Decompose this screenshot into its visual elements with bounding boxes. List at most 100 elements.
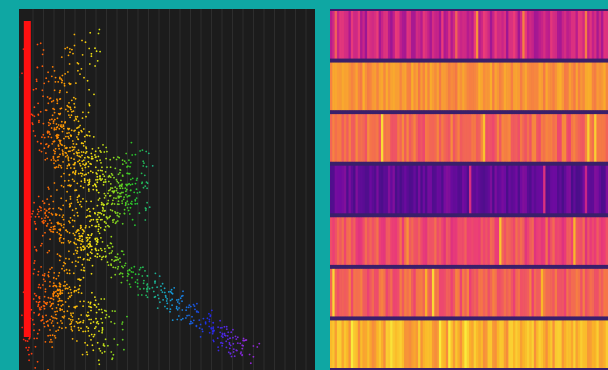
scatter-point xyxy=(117,182,120,184)
scatter-point xyxy=(139,288,141,290)
scatter-point xyxy=(100,249,103,252)
scatter-point xyxy=(101,210,104,212)
scatter-point xyxy=(35,300,38,303)
heatmap-cell xyxy=(580,165,583,214)
scatter-point xyxy=(67,159,70,162)
scatter-point xyxy=(71,329,74,332)
scatter-point xyxy=(66,190,68,193)
scatter-point xyxy=(96,204,99,207)
scatter-point xyxy=(62,186,65,188)
scatter-point xyxy=(131,177,134,180)
heatmap-cell xyxy=(552,268,556,317)
scatter-point xyxy=(95,317,97,320)
scatter-point xyxy=(76,182,79,185)
scatter-point xyxy=(79,239,81,242)
heatmap-cell xyxy=(334,217,338,265)
heatmap-cell xyxy=(406,11,410,59)
heatmap-cell xyxy=(598,62,602,111)
scatter-point xyxy=(101,218,103,221)
scatter-point xyxy=(21,314,23,317)
scatter-point xyxy=(50,127,53,129)
heatmap-cell xyxy=(503,320,507,368)
scatter-point xyxy=(136,192,139,194)
heatmap-cell xyxy=(519,114,523,162)
scatter-point xyxy=(76,230,79,233)
heatmap-cell xyxy=(383,217,386,265)
heatmap-cell xyxy=(492,62,495,111)
heatmap-cell xyxy=(420,268,423,317)
scatter-point xyxy=(50,338,52,341)
heatmap-cell xyxy=(469,217,472,265)
heatmap-cell xyxy=(480,11,484,59)
heatmap-cell xyxy=(390,62,393,111)
scatter-point xyxy=(99,247,102,250)
scatter-point xyxy=(68,82,71,85)
heatmap-cell xyxy=(369,62,372,111)
scatter-point xyxy=(47,136,50,138)
heatmap-cell xyxy=(563,62,567,111)
heatmap-cell xyxy=(489,217,493,265)
heatmap-cell xyxy=(431,268,435,317)
scatter-point xyxy=(52,295,55,298)
heatmap-cell xyxy=(431,114,435,162)
scatter-point xyxy=(46,96,49,98)
scatter-point xyxy=(111,187,114,190)
scatter-point xyxy=(103,197,106,199)
scatter-point xyxy=(59,165,62,167)
scatter-point xyxy=(50,222,53,225)
heatmap-cell xyxy=(348,62,352,111)
scatter-point xyxy=(75,231,77,234)
scatter-point xyxy=(116,253,119,256)
scatter-point xyxy=(45,214,47,217)
heatmap-cell xyxy=(519,11,523,59)
scatter-point xyxy=(79,164,82,167)
scatter-point xyxy=(208,318,211,321)
heatmap-cell xyxy=(598,320,602,368)
scatter-point xyxy=(41,234,44,237)
scatter-point xyxy=(111,250,114,252)
scatter-point xyxy=(88,88,90,91)
scatter-point xyxy=(89,31,92,34)
scatter-point xyxy=(39,42,42,45)
scatter-point xyxy=(119,212,121,215)
heatmap-cell xyxy=(554,165,558,214)
heatmap-cell xyxy=(489,268,493,317)
scatter-point xyxy=(42,222,45,225)
scatter-point xyxy=(79,203,81,206)
heatmap-cell xyxy=(364,62,368,111)
heatmap-cell xyxy=(429,165,433,214)
heatmap-cell xyxy=(538,11,542,59)
scatter-point xyxy=(68,137,70,140)
heatmap-cell xyxy=(387,320,391,368)
scatter-point xyxy=(57,159,59,162)
heatmap-cell xyxy=(536,62,539,111)
scatter-point xyxy=(136,285,139,288)
scatter-point xyxy=(80,248,83,251)
heatmap-cell xyxy=(596,320,600,368)
scatter-point xyxy=(154,282,156,284)
heatmap-cell xyxy=(408,62,412,111)
scatter-point xyxy=(126,270,129,272)
heatmap-cell xyxy=(589,217,593,265)
scatter-point xyxy=(32,210,34,213)
heatmap-cell xyxy=(364,320,368,368)
heatmap-cell xyxy=(591,320,595,368)
scatter-point xyxy=(64,155,67,158)
scatter-point xyxy=(87,311,89,314)
heatmap-cell xyxy=(526,320,530,368)
scatter-point xyxy=(99,177,101,180)
heatmap-cell xyxy=(487,11,491,59)
heatmap-plot xyxy=(330,11,608,368)
heatmap-cell xyxy=(455,217,458,265)
scatter-point xyxy=(88,259,91,261)
heatmap-cell xyxy=(346,217,349,265)
heatmap-cell xyxy=(554,217,558,265)
scatter-point xyxy=(71,316,74,318)
heatmap-cell xyxy=(374,114,377,162)
scatter-point xyxy=(108,315,110,318)
scatter-point xyxy=(107,192,109,195)
scatter-point xyxy=(112,221,114,224)
scatter-point xyxy=(94,304,96,307)
heatmap-cell xyxy=(394,268,398,317)
heatmap-cell xyxy=(568,320,572,368)
